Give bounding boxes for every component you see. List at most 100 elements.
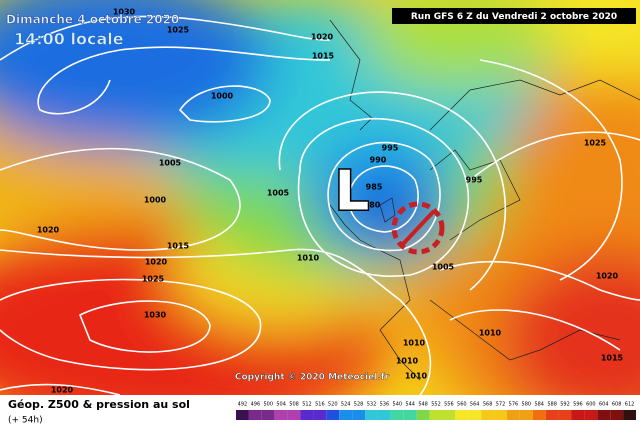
scale-swatch bbox=[532, 410, 546, 420]
isobar-label: 1015 bbox=[167, 242, 190, 251]
color-scale: 492 496 500 504 508 512 516 520 524 528 532 536 540 5… bbox=[236, 402, 636, 420]
scale-swatch bbox=[558, 410, 572, 420]
isobar-label: 995 bbox=[466, 176, 483, 185]
isobar-label: 1005 bbox=[432, 263, 455, 272]
isobar-label: 995 bbox=[382, 144, 399, 153]
scale-swatch bbox=[597, 410, 611, 420]
scale-label: 536 bbox=[380, 402, 390, 408]
isobar-label: 1010 bbox=[479, 329, 502, 338]
scale-label: 520 bbox=[328, 402, 338, 408]
isobar-label: 1010 bbox=[403, 339, 426, 348]
scale-swatch bbox=[274, 410, 288, 420]
isobar-labels: 1030 1025 1020 1015 1000 1005 1000 1005 995 990 98… bbox=[37, 8, 624, 395]
scale-swatch bbox=[610, 410, 624, 420]
isobar-label: 1030 bbox=[144, 311, 167, 320]
scale-label: 560 bbox=[457, 402, 467, 408]
scale-swatch bbox=[300, 410, 314, 420]
copyright: Copyright © 2020 Meteociel.fr bbox=[235, 373, 390, 383]
scale-swatch bbox=[377, 410, 391, 420]
isobar-label: 1020 bbox=[596, 272, 619, 281]
scale-label: 524 bbox=[341, 402, 351, 408]
isobar-label: 1015 bbox=[312, 52, 335, 61]
scale-label: 572 bbox=[496, 402, 506, 408]
scale-label: 552 bbox=[431, 402, 441, 408]
scale-label: 512 bbox=[302, 402, 312, 408]
isobar-label: 1025 bbox=[142, 275, 165, 284]
scale-label: 600 bbox=[586, 402, 596, 408]
scale-label: 544 bbox=[405, 402, 415, 408]
scale-swatch bbox=[261, 410, 275, 420]
isobar-label: 1000 bbox=[211, 92, 234, 101]
isobar-label: 1015 bbox=[601, 354, 624, 363]
scale-swatch bbox=[442, 410, 456, 420]
scale-label: 540 bbox=[393, 402, 403, 408]
scale-swatch bbox=[429, 410, 443, 420]
scale-label: 556 bbox=[444, 402, 454, 408]
forecast-time: 14:00 locale bbox=[14, 30, 124, 49]
scale-swatch bbox=[623, 410, 636, 420]
scale-swatch bbox=[468, 410, 482, 420]
scale-label: 612 bbox=[625, 402, 635, 408]
scale-label: 516 bbox=[315, 402, 325, 408]
scale-label: 492 bbox=[238, 402, 248, 408]
scale-swatch bbox=[326, 410, 340, 420]
scale-label: 500 bbox=[263, 402, 273, 408]
scale-swatch bbox=[352, 410, 366, 420]
scale-label: 576 bbox=[509, 402, 519, 408]
scale-swatch bbox=[455, 410, 469, 420]
isobar-label: 1020 bbox=[145, 258, 168, 267]
scale-label: 564 bbox=[470, 402, 480, 408]
footer-lead: (+ 54h) bbox=[8, 416, 43, 426]
scale-swatch bbox=[481, 410, 495, 420]
isobar-label: 1025 bbox=[167, 26, 190, 35]
isobar-label: 980 bbox=[364, 201, 381, 210]
scale-swatch bbox=[236, 410, 249, 420]
isobar-label: 1005 bbox=[267, 189, 290, 198]
scale-swatch bbox=[248, 410, 262, 420]
scale-label: 588 bbox=[547, 402, 557, 408]
scale-swatch bbox=[571, 410, 585, 420]
isobar-label: 1030 bbox=[113, 8, 136, 17]
scale-label: 568 bbox=[483, 402, 493, 408]
isobar-label: 1010 bbox=[396, 357, 419, 366]
scale-label: 580 bbox=[522, 402, 532, 408]
run-box bbox=[392, 8, 636, 24]
run-info: Run GFS 6 Z du Vendredi 2 octobre 2020 bbox=[411, 12, 617, 22]
low-symbol: L bbox=[335, 160, 369, 223]
isobar-label: 1020 bbox=[51, 386, 74, 395]
scale-label: 584 bbox=[534, 402, 544, 408]
scale-swatch bbox=[390, 410, 404, 420]
scale-swatch bbox=[545, 410, 559, 420]
footer-title: Géop. Z500 & pression au sol bbox=[8, 398, 190, 411]
scale-label: 608 bbox=[612, 402, 622, 408]
isobar-label: 1000 bbox=[144, 196, 167, 205]
scale-label: 592 bbox=[560, 402, 570, 408]
scale-label: 528 bbox=[354, 402, 364, 408]
scale-swatch bbox=[313, 410, 327, 420]
isobar-label: 1010 bbox=[405, 372, 428, 381]
isobar-label: 1020 bbox=[37, 226, 60, 235]
scale-swatch bbox=[403, 410, 417, 420]
scale-swatch bbox=[416, 410, 430, 420]
isobar-label: 1020 bbox=[311, 33, 334, 42]
scale-swatch bbox=[339, 410, 353, 420]
scale-swatch bbox=[506, 410, 520, 420]
scale-label: 508 bbox=[289, 402, 299, 408]
scale-label: 548 bbox=[418, 402, 428, 408]
isobar-label: 1025 bbox=[584, 139, 607, 148]
scale-swatch bbox=[287, 410, 301, 420]
isobar-label: 985 bbox=[366, 183, 383, 192]
isobar-label: 1010 bbox=[297, 254, 320, 263]
isobars bbox=[0, 15, 640, 395]
scale-label: 596 bbox=[573, 402, 583, 408]
scale-swatch bbox=[494, 410, 507, 420]
isobar-label: 1005 bbox=[159, 159, 182, 168]
scale-label: 532 bbox=[367, 402, 377, 408]
low-forecast-circle bbox=[391, 201, 445, 255]
low-forecast-slash bbox=[400, 209, 436, 247]
scale-label: 604 bbox=[599, 402, 609, 408]
isobar-label: 990 bbox=[370, 156, 387, 165]
